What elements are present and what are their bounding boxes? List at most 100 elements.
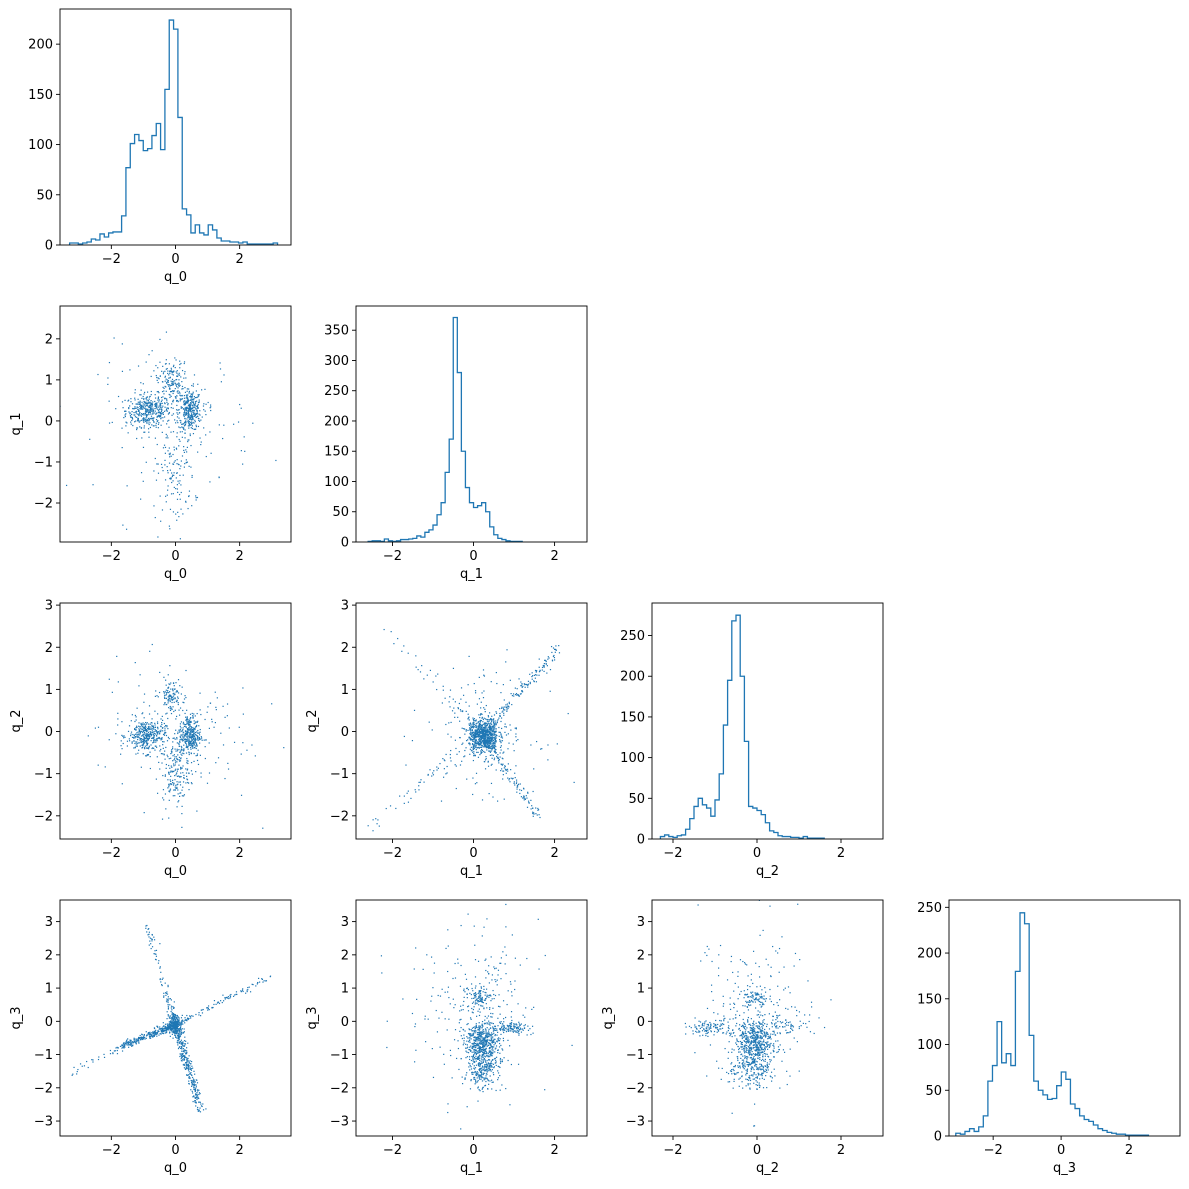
scatter-point — [170, 682, 172, 684]
y-tick-label: −2 — [34, 497, 53, 512]
scatter-point — [149, 723, 151, 725]
scatter-point — [173, 737, 175, 739]
scatter-point — [150, 735, 153, 737]
scatter-point — [198, 1089, 200, 1091]
scatter-point — [208, 727, 210, 729]
scatter-point — [431, 775, 433, 777]
scatter-point — [191, 1015, 193, 1017]
scatter-point — [166, 1031, 168, 1033]
scatter-point — [143, 742, 146, 744]
scatter-point — [163, 799, 165, 801]
scatter-point — [146, 740, 148, 742]
scatter-point — [167, 408, 169, 410]
scatter-point — [488, 720, 490, 722]
scatter-point — [499, 740, 501, 742]
scatter-point — [138, 728, 140, 730]
scatter-point — [180, 508, 182, 510]
scatter-point — [158, 1034, 160, 1036]
scatter-point — [166, 381, 169, 383]
scatter-point — [154, 400, 156, 403]
scatter-point — [174, 1031, 176, 1033]
scatter-point — [468, 724, 471, 726]
scatter-point — [477, 721, 480, 723]
scatter-point — [130, 398, 132, 400]
scatter-point — [173, 1024, 176, 1026]
scatter-point — [142, 722, 144, 724]
scatter-point — [183, 397, 186, 399]
scatter-point — [184, 421, 186, 423]
scatter-point — [472, 744, 474, 746]
scatter-point — [170, 1022, 172, 1024]
scatter-point — [72, 1073, 74, 1075]
scatter-point — [136, 437, 138, 440]
scatter-point — [485, 739, 487, 741]
scatter-point — [209, 431, 211, 433]
scatter-point — [489, 726, 491, 728]
scatter-point — [477, 746, 479, 748]
scatter-point — [168, 387, 171, 389]
scatter-point — [172, 795, 174, 797]
scatter-point — [153, 730, 155, 733]
scatter-point — [514, 687, 516, 689]
scatter-point — [187, 420, 189, 423]
scatter-point — [139, 412, 141, 414]
scatter-point — [537, 807, 539, 810]
scatter-point — [179, 723, 182, 725]
scatter-point — [148, 936, 150, 938]
scatter-point — [180, 1058, 182, 1060]
scatter-point — [181, 734, 183, 736]
scatter-point — [165, 746, 167, 749]
scatter-point — [184, 741, 186, 744]
scatter-point — [182, 752, 184, 754]
scatter-point — [481, 799, 484, 801]
scatter-point — [190, 728, 192, 730]
scatter-point — [180, 721, 183, 723]
scatter-point — [551, 651, 553, 654]
scatter-point — [195, 771, 197, 773]
scatter-point — [191, 384, 193, 387]
scatter-point — [184, 1017, 186, 1019]
y-tick-label: 200 — [917, 947, 942, 962]
scatter-point — [469, 722, 472, 724]
scatter-point — [180, 420, 182, 422]
scatter-point — [238, 726, 240, 728]
x-axis-label: q_0 — [164, 1161, 187, 1176]
scatter-point — [185, 1040, 187, 1042]
scatter-point — [115, 1047, 117, 1049]
scatter-point — [179, 384, 181, 386]
scatter-point — [165, 410, 167, 412]
scatter-point — [390, 631, 392, 633]
scatter-point — [483, 1045, 485, 1047]
scatter-point — [174, 758, 176, 760]
scatter-point — [156, 415, 158, 417]
scatter-point — [460, 710, 462, 712]
scatter-point — [173, 472, 175, 474]
scatter-point — [469, 1033, 472, 1035]
scatter-point — [135, 403, 137, 405]
scatter-point — [132, 1044, 134, 1046]
scatter-point — [183, 723, 185, 725]
scatter-point — [148, 1032, 150, 1034]
scatter-point — [149, 422, 151, 424]
scatter-point — [185, 696, 187, 699]
scatter-point — [196, 400, 198, 402]
scatter-point — [187, 746, 189, 748]
scatter-point — [154, 1033, 157, 1035]
scatter-point — [153, 505, 155, 507]
scatter-point — [431, 729, 433, 731]
scatter-point — [186, 396, 188, 398]
scatter-point — [188, 724, 190, 726]
scatter-point — [79, 1063, 82, 1065]
scatter-point — [183, 361, 186, 363]
scatter-point — [146, 924, 148, 927]
y-tick-label: 50 — [36, 188, 53, 203]
scatter-point — [485, 727, 487, 729]
scatter-point — [418, 789, 420, 791]
scatter-point — [174, 1028, 177, 1030]
scatter-point — [193, 723, 195, 725]
scatter-point — [527, 800, 530, 802]
scatter-point — [191, 418, 194, 420]
scatter-point — [161, 509, 164, 511]
scatter-point — [132, 418, 134, 420]
scatter-point — [191, 739, 194, 741]
